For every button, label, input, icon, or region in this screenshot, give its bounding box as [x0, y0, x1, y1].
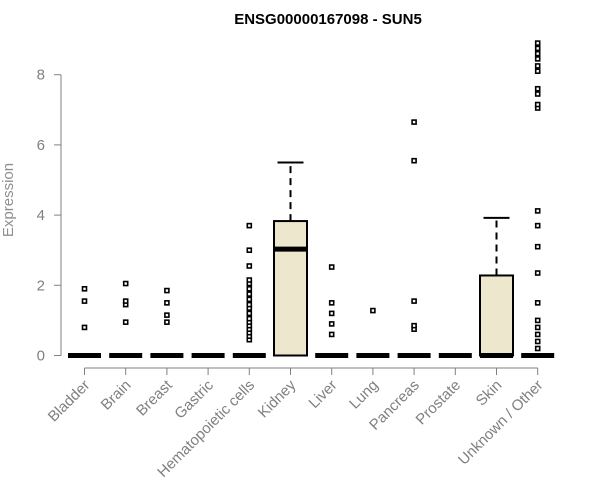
outlier-point — [81, 286, 88, 292]
outlier-point — [411, 119, 417, 125]
outlier-point — [534, 331, 541, 338]
box-group — [356, 307, 390, 358]
x-tick-label: Prostate — [413, 377, 465, 429]
outlier-point — [164, 300, 170, 306]
outlier-point — [328, 264, 335, 270]
outlier-point — [246, 310, 253, 317]
iqr-box — [273, 220, 308, 357]
outlier-point — [164, 319, 170, 325]
chart-title: ENSG00000167098 - SUN5 — [234, 11, 422, 28]
outlier-point — [246, 222, 253, 229]
outlier-point — [534, 243, 541, 250]
outlier-point — [534, 300, 541, 306]
x-tick-label: Kidney — [255, 376, 300, 421]
outlier-point — [122, 280, 129, 287]
outlier-point — [164, 287, 170, 294]
x-tick-label: Bladder — [45, 377, 94, 426]
outlier-point — [246, 301, 253, 308]
y-tick-label: 8 — [37, 67, 45, 84]
box-group — [479, 216, 514, 358]
outlier-point — [534, 45, 541, 52]
outlier-point — [122, 298, 129, 304]
outlier-point — [328, 300, 335, 306]
outlier-point — [534, 345, 541, 352]
outlier-point — [246, 286, 253, 292]
box-group — [521, 40, 555, 358]
outlier-point — [246, 277, 253, 283]
outlier-point — [534, 101, 541, 108]
outlier-point — [534, 50, 541, 57]
box-group — [397, 119, 431, 358]
box-group — [273, 161, 308, 357]
box-group — [315, 264, 349, 358]
y-axis: 0 2 4 6 8 — [37, 67, 62, 365]
plot-area — [68, 40, 555, 358]
outlier-point — [534, 40, 541, 46]
y-tick-label: 0 — [37, 348, 45, 365]
outlier-point — [328, 331, 335, 338]
box-group — [232, 222, 266, 358]
outlier-point — [370, 307, 376, 314]
x-tick-label: Liver — [306, 377, 341, 412]
box-group — [109, 280, 143, 358]
x-tick-label: Lung — [346, 377, 382, 413]
y-tick-label: 6 — [37, 137, 45, 154]
outlier-point — [534, 56, 541, 62]
x-tick-label: Skin — [473, 377, 506, 410]
y-tick-label: 4 — [37, 207, 45, 224]
outlier-point — [534, 63, 541, 69]
outlier-point — [411, 298, 417, 304]
outlier-point — [246, 315, 253, 322]
outlier-point — [328, 321, 335, 327]
iqr-box — [479, 274, 514, 357]
outlier-point — [81, 324, 88, 331]
outlier-point — [534, 85, 541, 92]
outlier-point — [328, 310, 335, 317]
outlier-point — [534, 338, 541, 345]
box-group — [68, 286, 101, 358]
y-tick-label: 2 — [37, 277, 45, 294]
y-axis-label: Expression — [0, 163, 17, 237]
outlier-point — [411, 322, 417, 329]
box-group — [150, 287, 184, 358]
outlier-point — [81, 298, 88, 304]
outlier-point — [246, 263, 253, 269]
outlier-point — [534, 68, 541, 74]
outlier-point — [534, 91, 541, 97]
outlier-point — [164, 312, 170, 318]
outlier-point — [534, 317, 541, 324]
outlier-point — [534, 324, 541, 331]
outlier-point — [246, 291, 253, 297]
outlier-point — [122, 319, 129, 325]
x-tick-label: Breast — [133, 376, 176, 419]
outlier-point — [411, 157, 417, 164]
outlier-point — [534, 222, 541, 229]
outlier-point — [534, 208, 541, 214]
x-tick-label: Brain — [98, 377, 135, 414]
outlier-point — [246, 247, 253, 253]
outlier-point — [246, 296, 253, 303]
outlier-point — [534, 270, 541, 276]
